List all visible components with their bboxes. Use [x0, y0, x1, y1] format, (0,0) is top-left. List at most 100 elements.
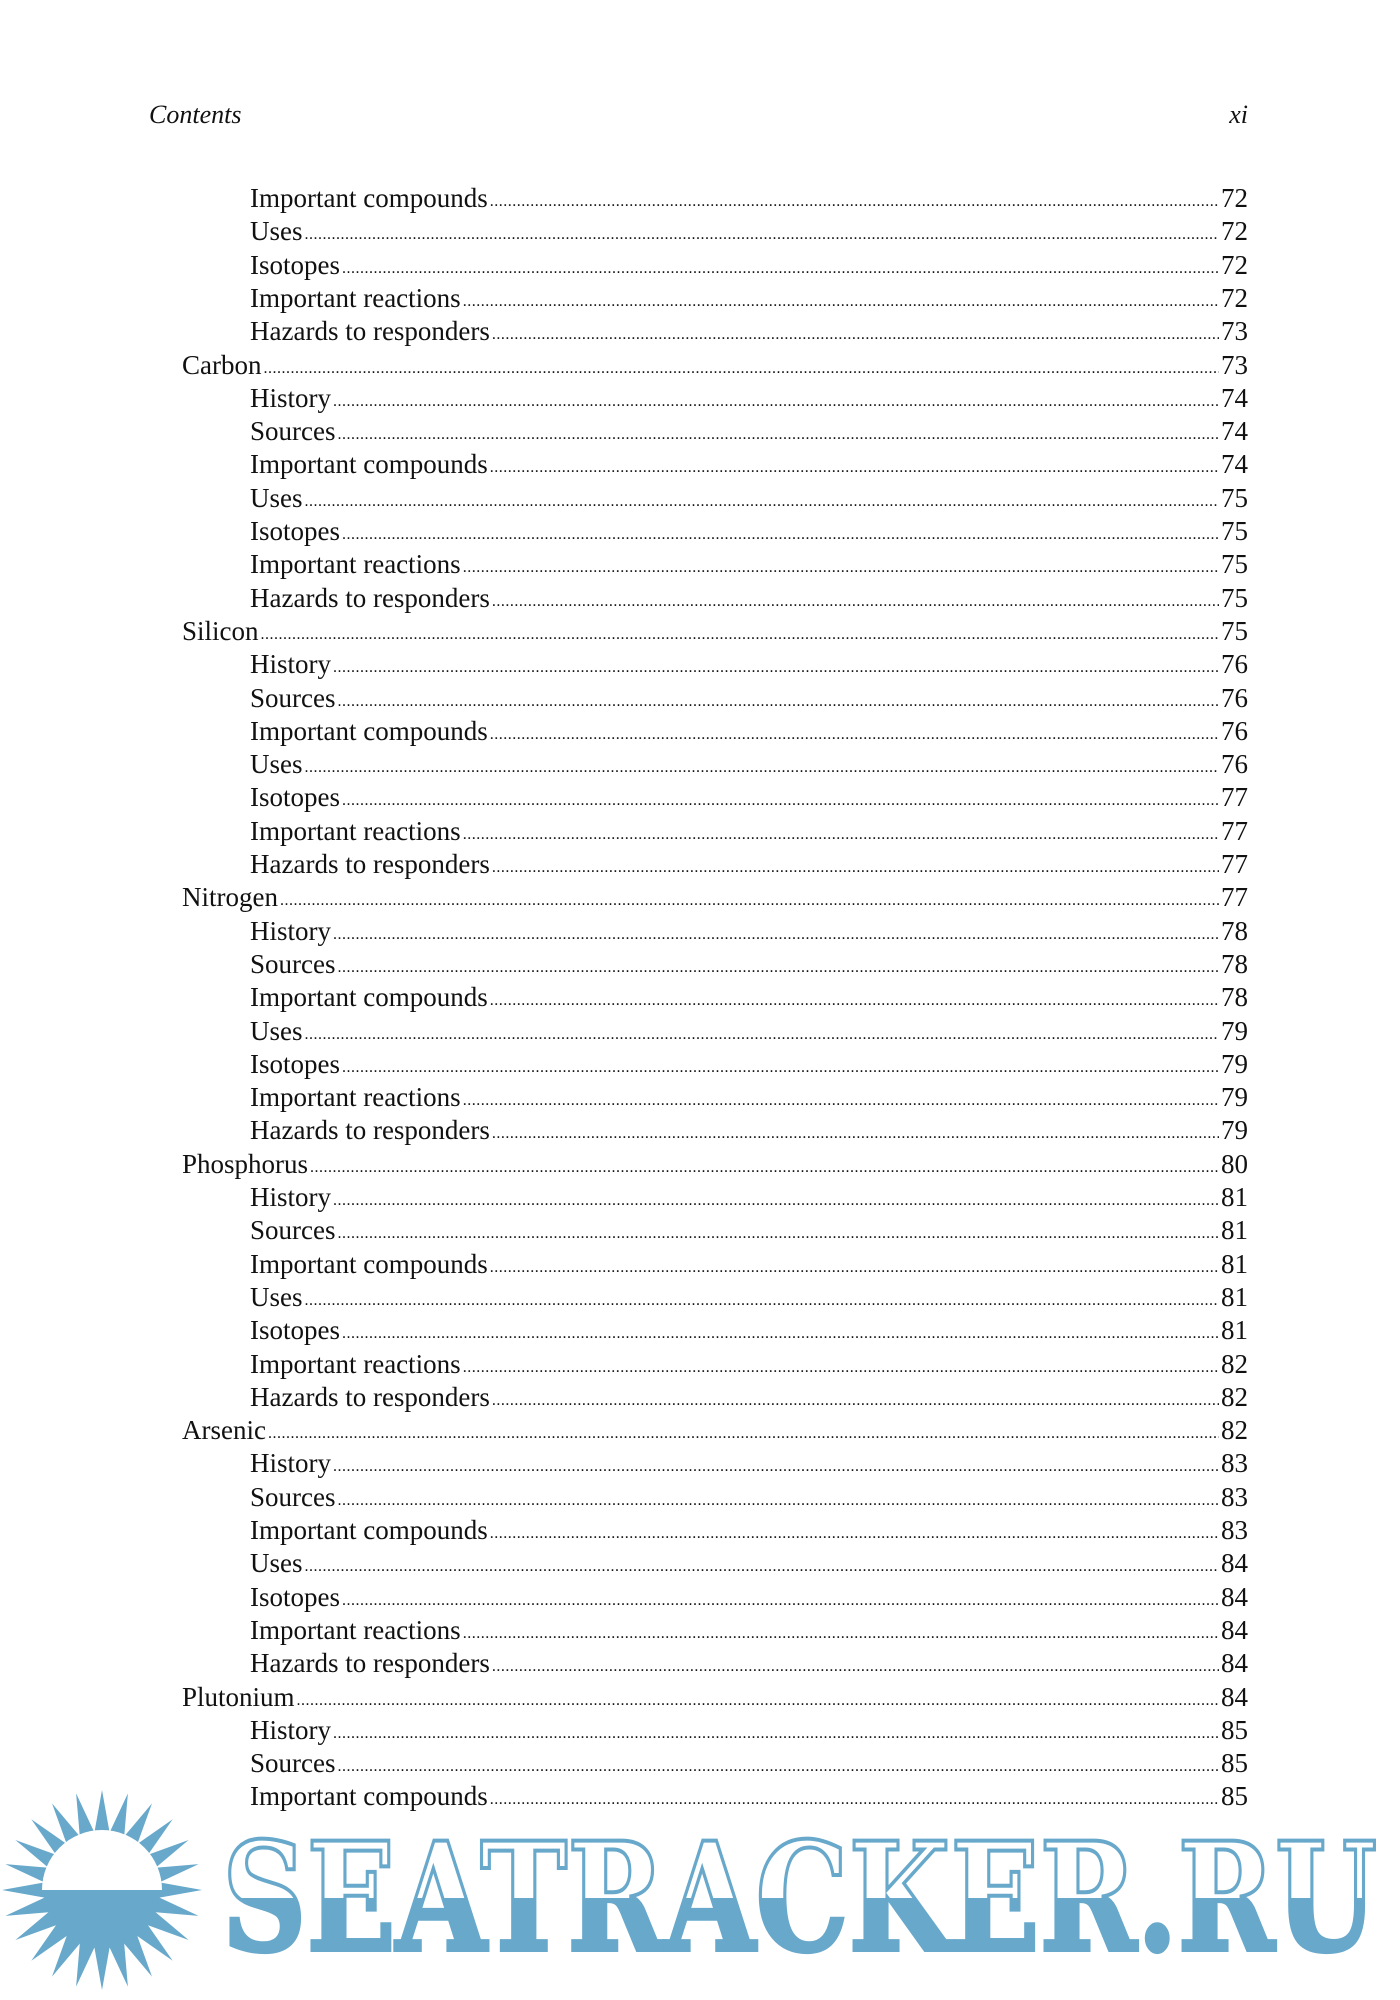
toc-subsection-entry[interactable]: Hazards to responders...................… [250, 1381, 1248, 1414]
toc-section-entry[interactable]: Nitrogen................................… [182, 881, 1248, 914]
toc-entry-page: 84 [1221, 1614, 1248, 1645]
toc-subsection-entry[interactable]: Sources.................................… [250, 1481, 1248, 1514]
toc-entry-page: 82 [1221, 1415, 1248, 1446]
toc-entry-label: Sources [250, 1481, 336, 1512]
toc-subsection-entry[interactable]: Uses....................................… [250, 1547, 1248, 1580]
toc-subsection-entry[interactable]: Isotopes................................… [250, 1048, 1248, 1081]
toc-entry-label: Sources [250, 1215, 336, 1246]
toc-entry-page: 75 [1221, 482, 1248, 513]
toc-entry-page: 85 [1221, 1714, 1248, 1745]
toc-subsection-entry[interactable]: Sources.................................… [250, 948, 1248, 981]
toc-entry-page: 84 [1221, 1548, 1248, 1579]
toc-entry-page: 75 [1221, 549, 1248, 580]
toc-entry-page: 73 [1221, 349, 1248, 380]
toc-subsection-entry[interactable]: Uses....................................… [250, 482, 1248, 515]
toc-entry-page: 80 [1221, 1148, 1248, 1179]
toc-subsection-entry[interactable]: Uses....................................… [250, 215, 1248, 248]
toc-entry-label: Plutonium [182, 1681, 295, 1712]
dot-leader: ........................................… [260, 625, 1219, 643]
toc-subsection-entry[interactable]: Isotopes................................… [250, 249, 1248, 282]
toc-entry-page: 77 [1221, 882, 1248, 913]
toc-entry-page: 81 [1221, 1248, 1248, 1279]
toc-entry-label: History [250, 1448, 331, 1479]
toc-subsection-entry[interactable]: Hazards to responders...................… [250, 848, 1248, 881]
toc-entry-label: Uses [250, 482, 303, 513]
toc-subsection-entry[interactable]: Isotopes................................… [250, 1314, 1248, 1347]
toc-section-entry[interactable]: Plutonium...............................… [182, 1681, 1248, 1714]
toc-entry-label: Isotopes [250, 249, 340, 280]
toc-entry-label: Uses [250, 749, 303, 780]
toc-subsection-entry[interactable]: History.................................… [250, 1447, 1248, 1480]
toc-entry-page: 79 [1221, 1115, 1248, 1146]
toc-subsection-entry[interactable]: Isotopes................................… [250, 515, 1248, 548]
toc-entry-page: 81 [1221, 1315, 1248, 1346]
toc-entry-label: History [250, 1714, 331, 1745]
toc-entry-label: Uses [250, 1281, 303, 1312]
toc-subsection-entry[interactable]: Important reactions.....................… [250, 815, 1248, 848]
toc-subsection-entry[interactable]: Sources.................................… [250, 682, 1248, 715]
toc-entry-page: 78 [1221, 915, 1248, 946]
toc-subsection-entry[interactable]: Important compounds.....................… [250, 981, 1248, 1014]
toc-subsection-entry[interactable]: Hazards to responders...................… [250, 315, 1248, 348]
toc-entry-label: Sources [250, 416, 336, 447]
dot-leader: ........................................… [333, 659, 1219, 677]
toc-entry-page: 76 [1221, 715, 1248, 746]
toc-entry-label: Uses [250, 216, 303, 247]
toc-entry-label: History [250, 649, 331, 680]
toc-subsection-entry[interactable]: Important reactions.....................… [250, 1081, 1248, 1114]
toc-subsection-entry[interactable]: Sources.................................… [250, 1747, 1248, 1780]
dot-leader: ........................................… [491, 1658, 1219, 1676]
toc-entry-label: Isotopes [250, 516, 340, 546]
toc-subsection-entry[interactable]: Sources.................................… [250, 1214, 1248, 1247]
toc-subsection-entry[interactable]: Important reactions.....................… [250, 548, 1248, 581]
toc-subsection-entry[interactable]: Uses....................................… [250, 748, 1248, 781]
toc-section-entry[interactable]: Phosphorus..............................… [182, 1148, 1248, 1181]
toc-subsection-entry[interactable]: Hazards to responders...................… [250, 1647, 1248, 1680]
toc-subsection-entry[interactable]: Important compounds.....................… [250, 715, 1248, 748]
toc-subsection-entry[interactable]: Important reactions.....................… [250, 1614, 1248, 1647]
toc-subsection-entry[interactable]: History.................................… [250, 382, 1248, 415]
toc-subsection-entry[interactable]: Important compounds.....................… [250, 1780, 1248, 1813]
dot-leader: ........................................… [333, 1192, 1219, 1209]
dot-leader: ........................................… [491, 326, 1219, 344]
toc-subsection-entry[interactable]: History.................................… [250, 915, 1248, 948]
toc-subsection-entry[interactable]: Isotopes................................… [250, 1581, 1248, 1614]
toc-entry-page: 84 [1221, 1648, 1248, 1679]
toc-entry-page: 77 [1221, 849, 1248, 879]
toc-subsection-entry[interactable]: Hazards to responders...................… [250, 582, 1248, 615]
toc-subsection-entry[interactable]: History.................................… [250, 1181, 1248, 1214]
toc-entry-label: History [250, 1182, 331, 1212]
toc-subsection-entry[interactable]: Sources.................................… [250, 415, 1248, 448]
dot-leader: ........................................… [489, 1258, 1219, 1276]
toc-entry-label: Important reactions [250, 1082, 461, 1113]
toc-entry-label: Hazards to responders [250, 1115, 490, 1146]
toc-subsection-entry[interactable]: Important compounds.....................… [250, 182, 1248, 215]
toc-entry-label: Isotopes [250, 1048, 340, 1079]
toc-subsection-entry[interactable]: Hazards to responders...................… [250, 1114, 1248, 1147]
toc-subsection-entry[interactable]: Uses....................................… [250, 1015, 1248, 1048]
toc-subsection-entry[interactable]: Important compounds.....................… [250, 448, 1248, 481]
toc-entry-label: Important compounds [250, 1515, 488, 1545]
toc-subsection-entry[interactable]: Important compounds.....................… [250, 1248, 1248, 1281]
toc-entry-label: Important compounds [250, 183, 488, 213]
toc-subsection-entry[interactable]: Important compounds.....................… [250, 1514, 1248, 1547]
dot-leader: ........................................… [489, 725, 1219, 743]
dot-leader: ........................................… [333, 925, 1219, 943]
toc-subsection-entry[interactable]: Uses....................................… [250, 1281, 1248, 1314]
toc-subsection-entry[interactable]: Important reactions.....................… [250, 282, 1248, 315]
toc-entry-label: Uses [250, 1015, 303, 1046]
toc-entry-label: Hazards to responders [250, 849, 490, 879]
toc-entry-label: Isotopes [250, 1315, 340, 1346]
toc-entry-label: Sources [250, 948, 336, 979]
dot-leader: ........................................… [296, 1691, 1219, 1709]
toc-subsection-entry[interactable]: History.................................… [250, 1714, 1248, 1747]
toc-subsection-entry[interactable]: Important reactions.....................… [250, 1348, 1248, 1381]
watermark-logo: SEATRACKER.RU [2, 1790, 1379, 1990]
toc-section-entry[interactable]: Silicon.................................… [182, 615, 1248, 648]
toc-entry-label: Isotopes [250, 1581, 340, 1612]
toc-subsection-entry[interactable]: Isotopes................................… [250, 781, 1248, 814]
toc-section-entry[interactable]: Arsenic.................................… [182, 1414, 1248, 1447]
toc-subsection-entry[interactable]: History.................................… [250, 648, 1248, 681]
toc-section-entry[interactable]: Carbon..................................… [182, 349, 1248, 382]
dot-leader: ........................................… [489, 459, 1219, 477]
